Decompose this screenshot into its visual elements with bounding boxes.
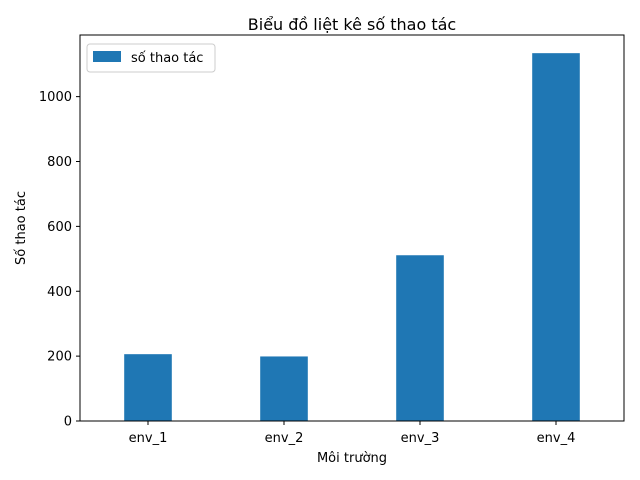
legend-label: số thao tác <box>131 51 203 66</box>
bars-group <box>124 53 580 422</box>
y-tick-label: 200 <box>47 350 72 365</box>
bar-env_2 <box>260 356 308 421</box>
y-tick-label: 0 <box>64 415 72 430</box>
bar-env_1 <box>124 354 172 421</box>
bar-env_4 <box>532 53 580 422</box>
y-tick-label: 800 <box>47 155 72 170</box>
y-tick-label: 1000 <box>39 90 72 105</box>
bar-env_3 <box>396 255 444 421</box>
y-tick-label: 600 <box>47 220 72 235</box>
chart-title: Biểu đồ liệt kê số thao tác <box>248 15 456 34</box>
legend-swatch <box>93 51 121 62</box>
plot-frame <box>79 34 625 422</box>
x-axis-label: Môi trường <box>317 451 387 466</box>
x-tick-label: env_2 <box>265 431 304 446</box>
x-tick-label: env_1 <box>129 431 168 446</box>
y-tick-label: 400 <box>47 285 72 300</box>
legend: số thao tác <box>86 43 216 73</box>
y-axis-label: Số thao tác <box>14 191 29 265</box>
x-axis-ticks: env_1 env_2 env_3 env_4 <box>129 421 576 446</box>
x-tick-label: env_3 <box>401 431 440 446</box>
x-tick-label: env_4 <box>537 431 576 446</box>
y-axis-ticks: 0 200 400 600 800 1000 <box>39 90 80 430</box>
